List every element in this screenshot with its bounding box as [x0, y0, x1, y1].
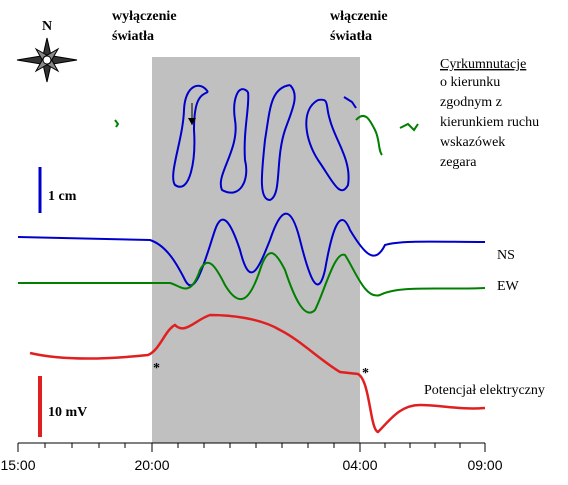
ns-label: NS — [497, 248, 515, 263]
ew-label: EW — [497, 279, 520, 294]
time-label: 20:00 — [134, 457, 169, 473]
light-off: światła — [112, 29, 154, 44]
dark-period — [152, 57, 360, 443]
compass: N — [16, 19, 78, 83]
light-on: włączenie — [330, 9, 388, 24]
time-label: 15:00 — [0, 457, 35, 473]
time-label: 04:00 — [342, 457, 377, 473]
light-off: wyłączenie — [112, 9, 177, 24]
potential-label: Potencjał elektryczny — [424, 383, 545, 398]
asterisk: * — [153, 361, 160, 376]
ew-trace — [18, 252, 486, 314]
time-label: 09:00 — [467, 457, 502, 473]
legend-text: wskazówek — [440, 135, 505, 150]
loops — [114, 84, 419, 202]
potential-trace — [29, 313, 486, 434]
legend-text: o kierunku — [440, 75, 500, 90]
legend-text: Cyrkumnutacje — [440, 57, 526, 72]
scale-label: 10 mV — [48, 405, 87, 420]
light-on: światła — [330, 29, 372, 44]
time-axis — [17, 442, 486, 452]
legend-text: zgodnym z — [440, 95, 502, 110]
ns-trace — [17, 212, 486, 287]
legend-text: kierunkiem ruchu — [440, 115, 539, 130]
scale-label: 1 cm — [48, 189, 77, 204]
asterisk: * — [362, 366, 369, 381]
legend-text: zegara — [440, 155, 477, 170]
compass-label: N — [42, 19, 52, 34]
